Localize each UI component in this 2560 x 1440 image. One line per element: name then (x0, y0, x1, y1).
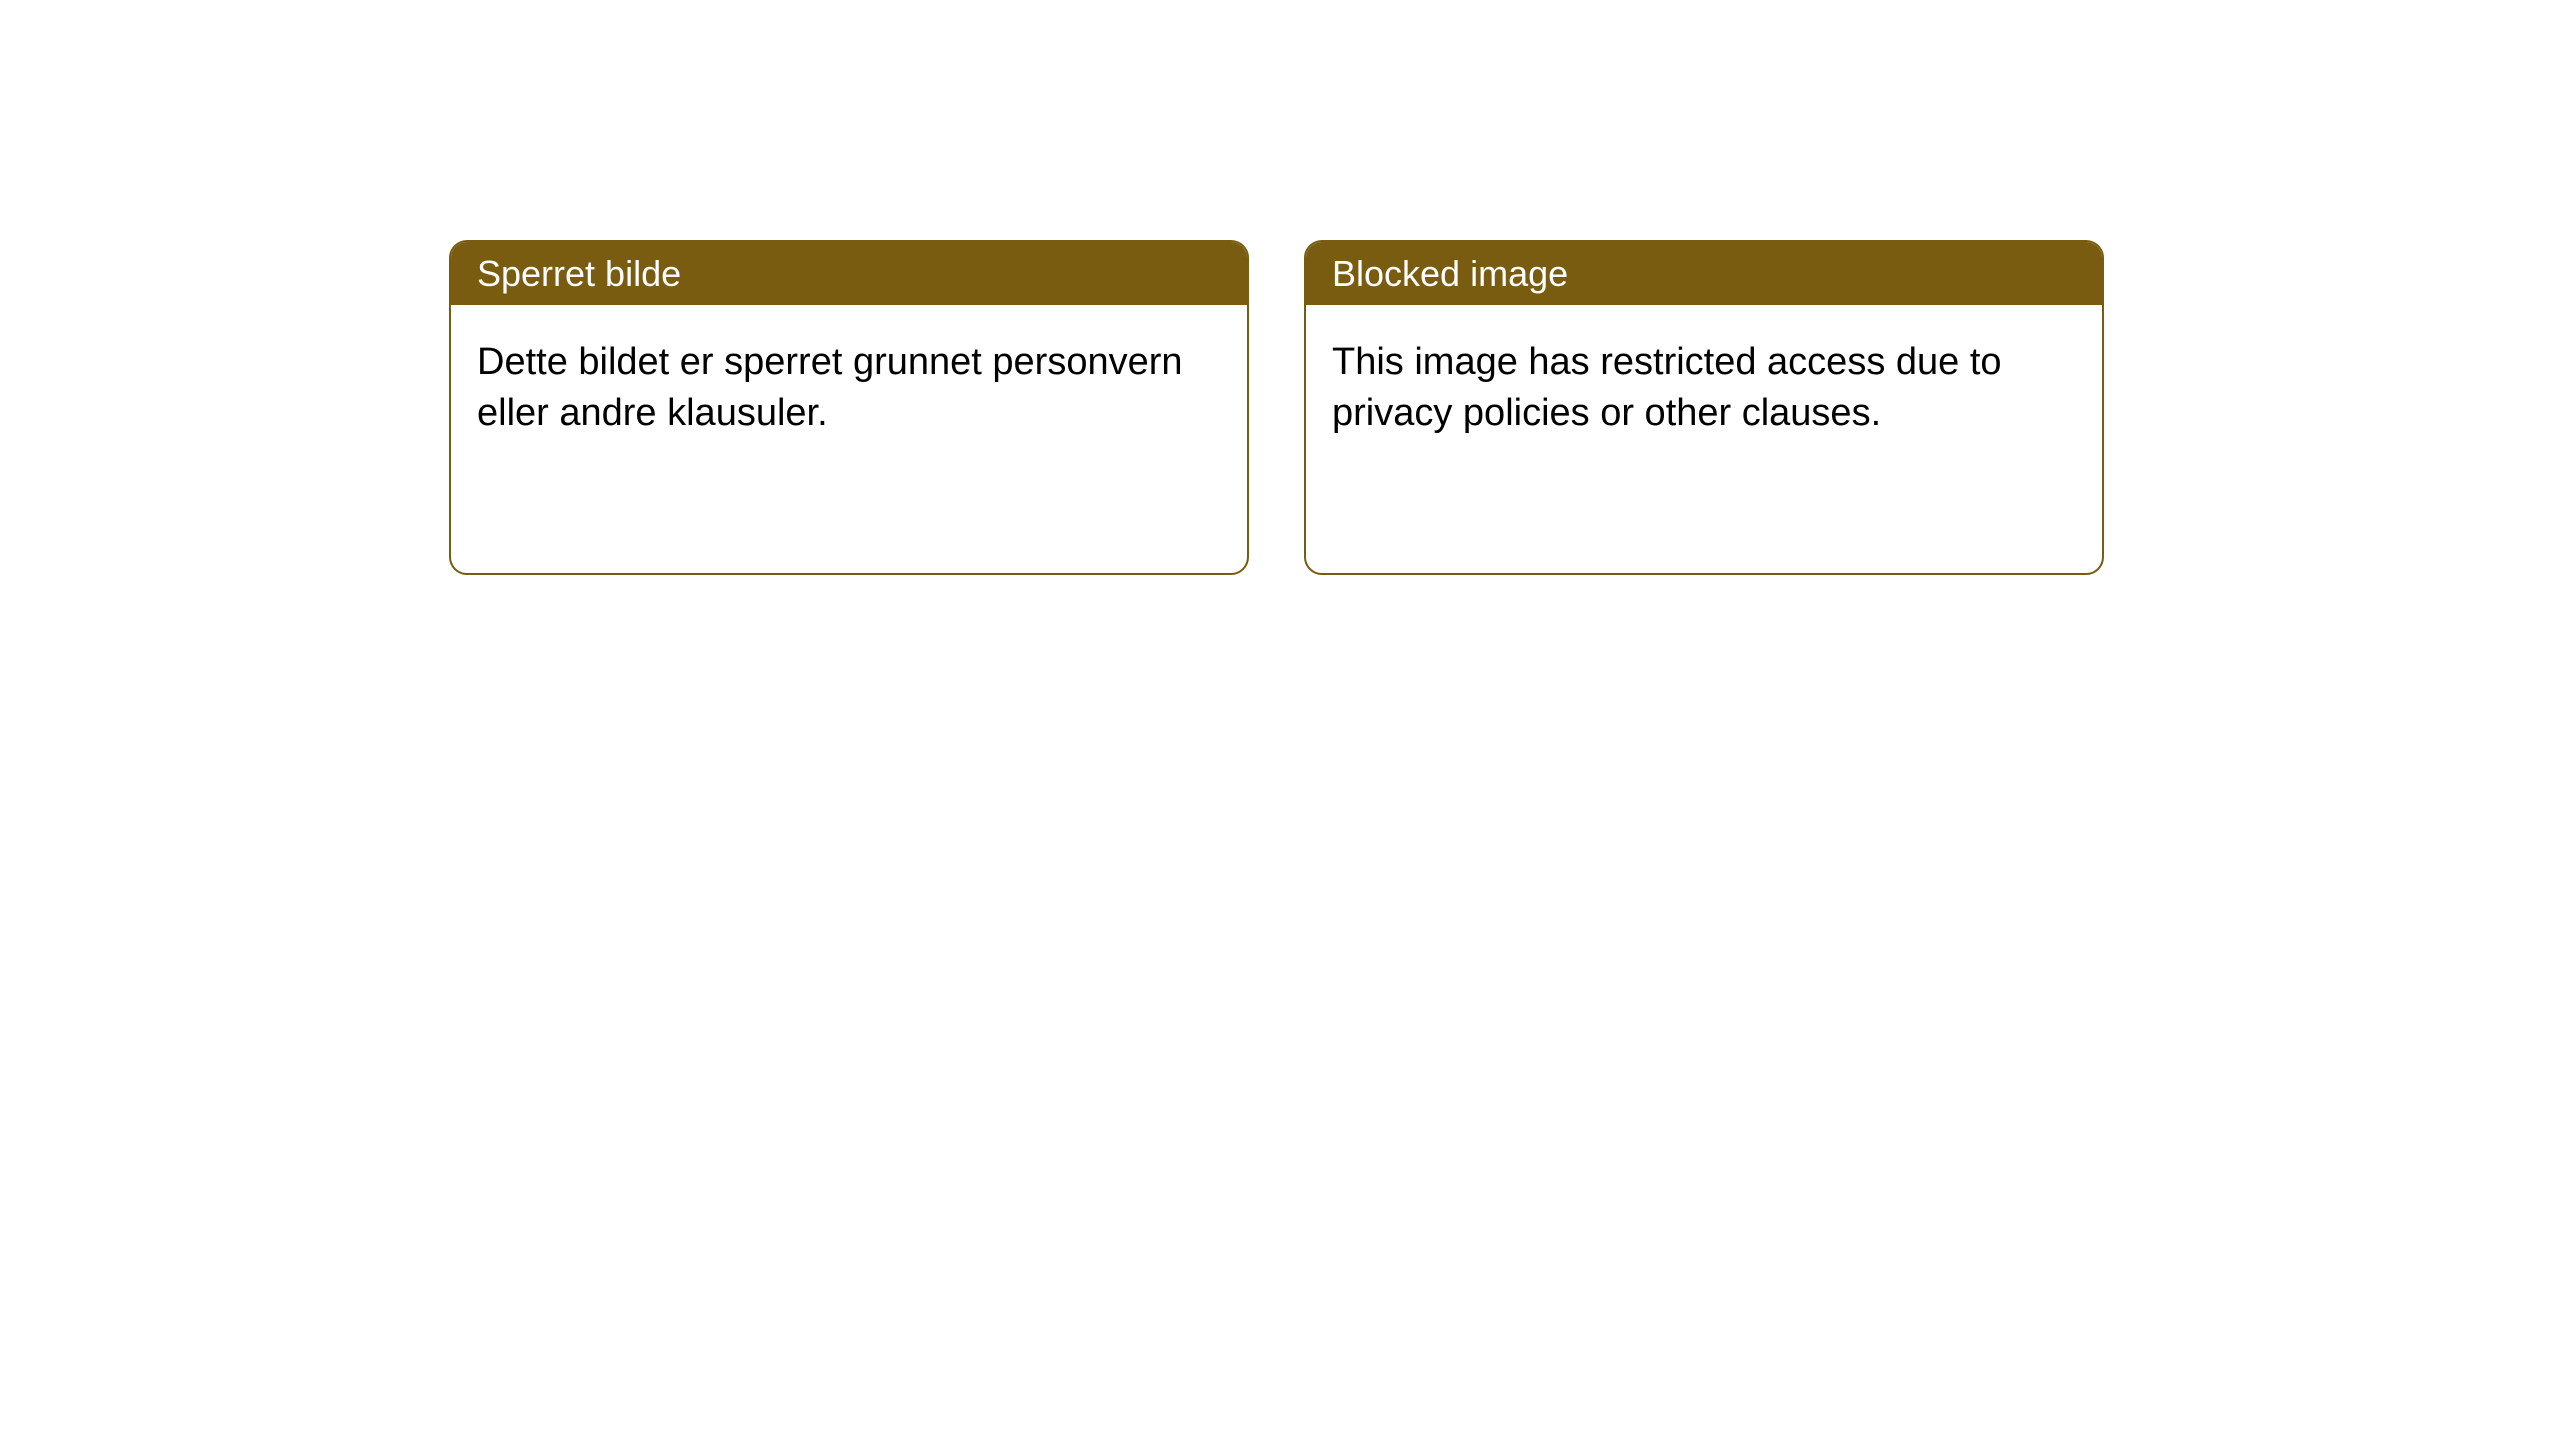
notice-container: Sperret bilde Dette bildet er sperret gr… (449, 240, 2104, 575)
notice-header-english: Blocked image (1306, 242, 2102, 305)
notice-body-english: This image has restricted access due to … (1306, 305, 2102, 472)
notice-body-norwegian: Dette bildet er sperret grunnet personve… (451, 305, 1247, 472)
notice-card-english: Blocked image This image has restricted … (1304, 240, 2104, 575)
notice-header-norwegian: Sperret bilde (451, 242, 1247, 305)
notice-card-norwegian: Sperret bilde Dette bildet er sperret gr… (449, 240, 1249, 575)
